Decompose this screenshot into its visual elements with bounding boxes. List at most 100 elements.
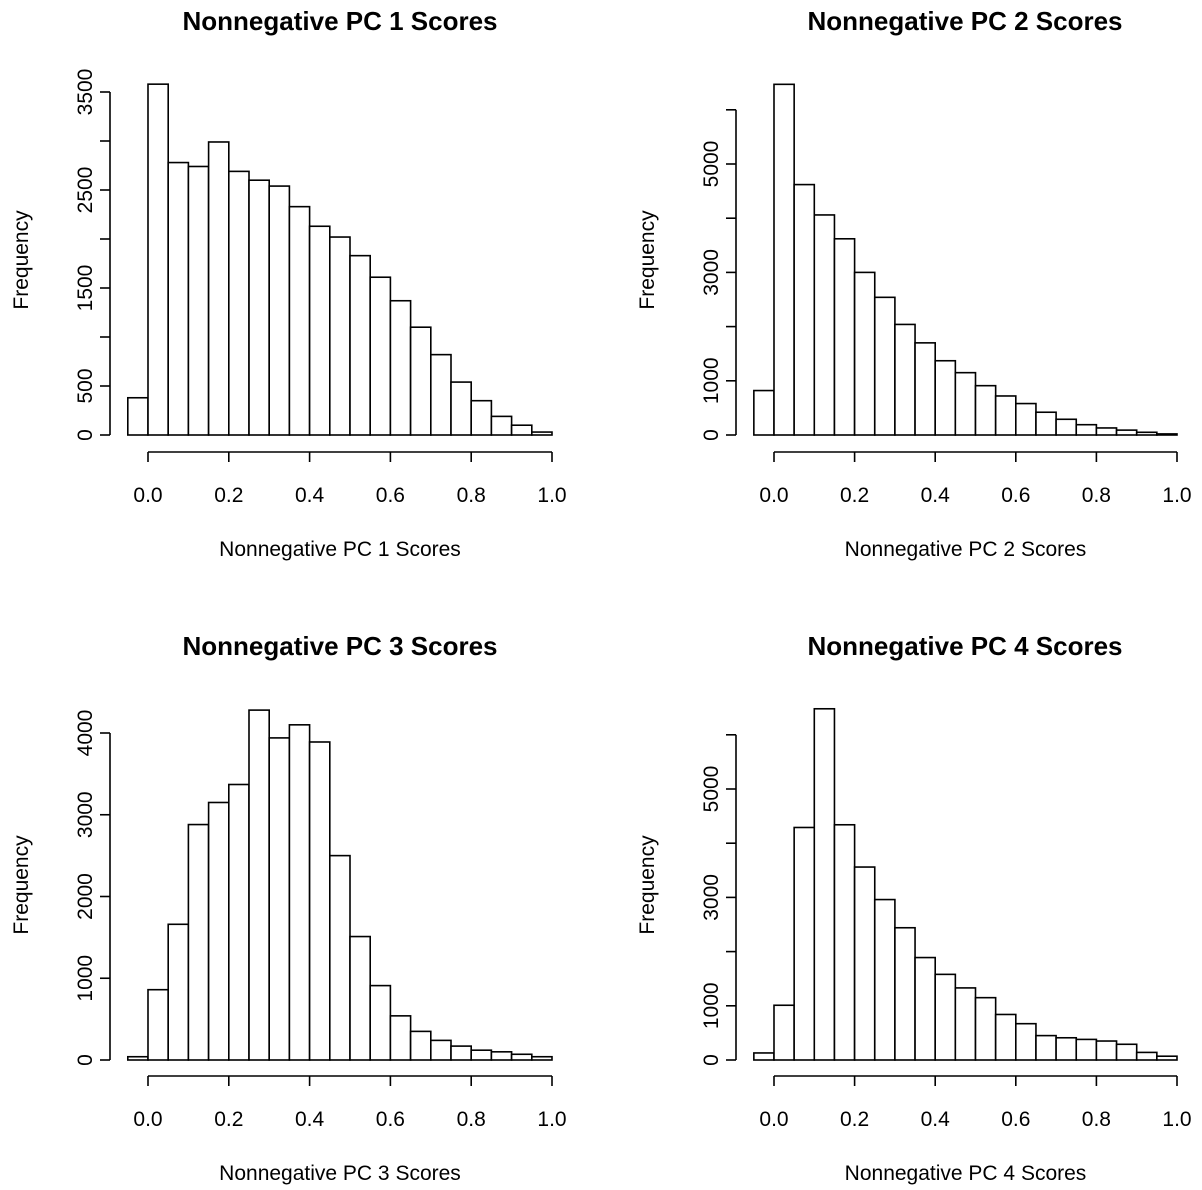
x-tick-label: 0.2 (214, 484, 243, 507)
histogram-bar (994, 395, 1017, 436)
histogram-bar (1115, 1043, 1138, 1061)
histogram-bar (450, 1045, 473, 1061)
histogram-bar (894, 926, 916, 1061)
histogram-bar (167, 161, 190, 436)
y-tick-label: 5000 (700, 766, 723, 813)
histogram-bar (429, 353, 452, 436)
histogram-bar (328, 236, 351, 436)
histogram-bar (490, 415, 513, 436)
y-tick-label: 1500 (74, 265, 97, 312)
histogram-bar (328, 854, 351, 1061)
x-axis-label: Nonnegative PC 4 Scores (845, 1162, 1087, 1185)
histogram-bar (833, 237, 856, 436)
histogram-bar (409, 1030, 432, 1061)
x-tick-label: 0.8 (1082, 484, 1111, 507)
histogram-bar (268, 737, 291, 1061)
histogram-bar (934, 973, 957, 1061)
histogram-bar (994, 1013, 1017, 1061)
y-tick-label: 2500 (74, 167, 97, 214)
histogram-bar (1135, 431, 1158, 436)
x-tick-label: 0.6 (376, 484, 405, 507)
x-tick-label: 0.8 (457, 484, 486, 507)
histogram-bar (147, 988, 170, 1061)
histogram-bar (369, 276, 392, 436)
histogram-bar (187, 823, 210, 1061)
histogram-panel-2: Nonnegative PC 2 Scores 0.0 0.2 0.4 0.6 0.8 1.… (636, 6, 1192, 561)
histogram-bar (813, 214, 836, 436)
histogram-bar (974, 384, 997, 436)
histogram-bar (1135, 1051, 1158, 1061)
histogram-bar (934, 359, 957, 436)
histogram-bar (1055, 1036, 1078, 1061)
histogram-bar (187, 165, 210, 436)
histogram-bar (914, 342, 936, 436)
x-axis-label: Nonnegative PC 3 Scores (219, 1162, 461, 1185)
histogram-bar (510, 1053, 533, 1061)
x-axis-label: Nonnegative PC 2 Scores (845, 538, 1087, 561)
histogram-bar (793, 826, 816, 1061)
x-tick-label: 0.0 (133, 1108, 162, 1131)
histogram-bar (1014, 1022, 1037, 1061)
x-tick-label: 1.0 (537, 1108, 566, 1131)
x-tick-label: 0.8 (1082, 1108, 1111, 1131)
histogram-bar (793, 183, 816, 436)
histogram-bar (813, 707, 836, 1061)
histogram-panel-3: Nonnegative PC 3 Scores 0.0 0.2 0.4 0.6 0.8 1.… (10, 631, 567, 1185)
histogram-bar (308, 741, 331, 1061)
x-tick-label: 0.2 (840, 1108, 869, 1131)
histogram-bar (167, 923, 190, 1061)
x-tick-label: 0.2 (214, 1108, 243, 1131)
y-tick-label: 0 (74, 429, 97, 441)
histogram-bar (833, 823, 856, 1061)
x-tick-label: 0.4 (295, 1108, 325, 1131)
x-tick-label: 1.0 (537, 484, 566, 507)
chart-title: Nonnegative PC 1 Scores (183, 6, 498, 36)
histogram-bar (753, 1052, 775, 1061)
chart-title: Nonnegative PC 3 Scores (183, 631, 498, 661)
histogram-bar (1156, 1055, 1178, 1061)
histogram-bar (773, 83, 795, 436)
histogram-bar (954, 371, 977, 436)
histogram-bar (248, 709, 271, 1061)
histogram-bar (1014, 402, 1037, 436)
histogram-bar (1055, 418, 1078, 436)
chart-title: Nonnegative PC 2 Scores (808, 6, 1123, 36)
histogram-bar (873, 898, 896, 1061)
histogram-bar (1156, 433, 1178, 436)
y-tick-label: 0 (74, 1054, 97, 1066)
x-tick-label: 1.0 (1162, 1108, 1191, 1131)
x-tick-label: 0.0 (759, 484, 788, 507)
histogram-bar (853, 271, 876, 436)
y-tick-label: 1000 (74, 955, 97, 1002)
histogram-bar (530, 431, 553, 436)
histogram-bar (207, 141, 230, 436)
x-tick-label: 0.4 (921, 1108, 951, 1131)
histogram-bar (288, 205, 311, 436)
histogram-bar (228, 170, 250, 436)
histogram-bar (873, 296, 896, 436)
histogram-bar (147, 83, 170, 436)
x-tick-label: 0.4 (295, 484, 325, 507)
x-tick-label: 0.2 (840, 484, 869, 507)
histogram-bar (974, 996, 997, 1061)
y-axis-label: Frequency (10, 835, 33, 935)
x-tick-label: 0.4 (921, 484, 951, 507)
histogram-bar (1035, 1034, 1057, 1061)
x-tick-label: 0.8 (457, 1108, 486, 1131)
histogram-bar (1115, 429, 1138, 436)
histogram-bar (894, 323, 916, 436)
histogram-bar (470, 399, 493, 436)
x-tick-label: 0.0 (133, 484, 162, 507)
histogram-bar (470, 1049, 493, 1061)
y-tick-label: 1000 (700, 982, 723, 1029)
histogram-panel-1: Nonnegative PC 1 Scores 0.0 0.2 0.4 0.6 0.8 1.… (10, 6, 567, 561)
y-tick-label: 3000 (700, 249, 723, 296)
x-tick-label: 0.6 (1001, 1108, 1030, 1131)
histogram-bar (1075, 423, 1098, 436)
y-tick-label: 3000 (700, 874, 723, 921)
histogram-bar (369, 984, 392, 1061)
y-tick-label: 0 (700, 1054, 723, 1066)
histogram-bar (510, 424, 533, 436)
chart-title: Nonnegative PC 4 Scores (808, 631, 1123, 661)
histogram-bar (389, 299, 412, 436)
